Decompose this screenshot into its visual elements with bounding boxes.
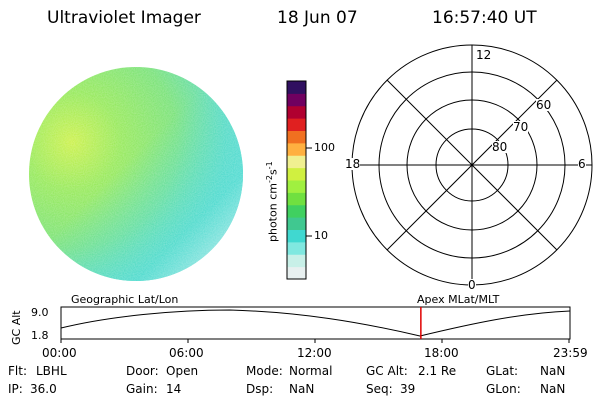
earth-disk-noise <box>29 67 243 281</box>
lat-label-60: 60 <box>536 98 552 112</box>
timeline-ytick-low: 1.8 <box>31 329 49 342</box>
colorbar-band <box>287 241 306 255</box>
time-tick-2359: 23:59 <box>553 346 588 360</box>
door-label: Door: <box>126 364 159 378</box>
time-label: 16:57:40 UT <box>432 8 537 28</box>
lat-label-70: 70 <box>513 120 529 134</box>
glat-value: NaN <box>540 364 566 378</box>
gain-label: Gain: <box>126 382 158 396</box>
colorbar-tick-10: 10 <box>314 229 328 242</box>
ip-value: 36.0 <box>30 382 57 396</box>
colorbar-band <box>287 93 306 107</box>
ip-label: IP: <box>8 382 23 396</box>
mlt-label-6: 6 <box>578 157 586 171</box>
mlt-label-0: 0 <box>468 278 476 292</box>
colorbar-band <box>287 130 306 144</box>
timeline-frame <box>60 306 571 340</box>
seq-value: 39 <box>400 382 416 396</box>
gain-value: 14 <box>166 382 182 396</box>
colorbar-band <box>287 155 306 169</box>
flt-value: LBHL <box>36 364 67 378</box>
instrument-title: Ultraviolet Imager <box>47 8 201 28</box>
seq-label: Seq: <box>366 382 393 396</box>
lat-label-80: 80 <box>492 140 508 154</box>
glat-label: GLat: <box>486 364 519 378</box>
altitude-curve <box>60 309 571 337</box>
colorbar-band <box>287 254 306 268</box>
mlt-label-12: 12 <box>476 48 492 62</box>
colorbar-band <box>287 217 306 230</box>
glon-label: GLon: <box>486 382 521 396</box>
time-tick-0600: 06:00 <box>169 346 204 360</box>
colorbar-band <box>287 266 306 280</box>
mode-value: Normal <box>289 364 333 378</box>
colorbar-band <box>287 118 306 131</box>
colorbar-band <box>287 229 306 243</box>
colorbar-band <box>287 180 306 193</box>
colorbar-band <box>287 81 306 94</box>
colorbar-band <box>287 192 306 206</box>
timeline-left-label: Geographic Lat/Lon <box>71 293 179 306</box>
time-tick-1800: 18:00 <box>424 346 459 360</box>
gcalt-label: GC Alt: <box>366 364 408 378</box>
flt-label: Flt: <box>8 364 27 378</box>
date-label: 18 Jun 07 <box>277 8 358 28</box>
timeline-right-label: Apex MLat/MLT <box>417 293 500 306</box>
dsp-label: Dsp: <box>246 382 274 396</box>
time-tick-0000: 00:00 <box>42 346 77 360</box>
mlt-label-18: 18 <box>345 157 361 171</box>
gcalt-value: 2.1 Re <box>418 364 457 378</box>
dsp-value: NaN <box>289 382 315 396</box>
colorbar-band <box>287 142 306 156</box>
colorbar-band <box>287 105 306 119</box>
mode-label: Mode: <box>246 364 283 378</box>
door-value: Open <box>166 364 199 378</box>
glon-value: NaN <box>540 382 566 396</box>
timeline-ytick-high: 9.0 <box>31 306 49 319</box>
polar-diagonal-2 <box>386 79 558 251</box>
colorbar-band <box>287 167 306 181</box>
time-tick-1200: 12:00 <box>297 346 332 360</box>
colorbar-band <box>287 204 306 218</box>
colorbar-tick-100: 100 <box>314 141 335 154</box>
